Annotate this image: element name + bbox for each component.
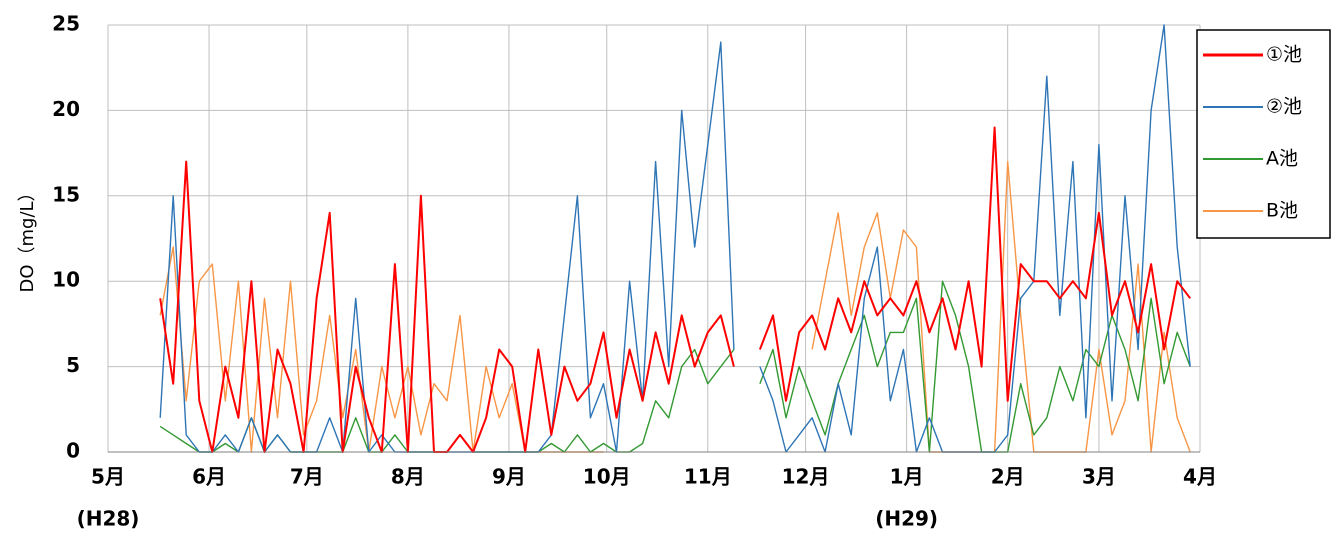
legend-entry: B池 [1203, 200, 1298, 222]
y-tick-label: 20 [52, 97, 80, 121]
series-line [159, 160, 1191, 453]
legend-box [1196, 29, 1331, 239]
series-line [159, 24, 1191, 453]
legend-entry: ②池 [1203, 96, 1302, 118]
legend-label: ①池 [1266, 44, 1302, 66]
x-era-label: (H29) [875, 507, 938, 531]
x-tick-label: 2月 [991, 465, 1025, 489]
legend-label: A池 [1266, 148, 1298, 170]
x-tick-label: 5月 [91, 465, 125, 489]
legend-entry: ①池 [1203, 44, 1302, 66]
x-tick-label: 12月 [782, 465, 830, 489]
x-tick-label: 4月 [1183, 465, 1217, 489]
y-tick-label: 15 [52, 182, 80, 206]
x-tick-label: 9月 [492, 465, 526, 489]
x-tick-label: 3月 [1082, 465, 1116, 489]
x-tick-label: 10月 [583, 465, 631, 489]
x-tick-label: 7月 [290, 465, 324, 489]
legend-label: B池 [1266, 200, 1298, 222]
x-era-label: (H28) [77, 507, 140, 531]
series-line [159, 126, 1191, 453]
y-axis-label: DO（mg/L） [17, 183, 38, 292]
x-tick-label: 1月 [890, 465, 924, 489]
legend-entry: A池 [1203, 148, 1298, 170]
x-tick-label: 8月 [391, 465, 425, 489]
x-tick-label: 6月 [192, 465, 226, 489]
x-tick-label: 11月 [684, 465, 732, 489]
y-tick-label: 5 [66, 353, 80, 377]
legend-label: ②池 [1266, 96, 1302, 118]
y-tick-label: 25 [52, 12, 80, 36]
y-tick-label: 10 [52, 268, 80, 292]
y-tick-label: 0 [66, 439, 80, 463]
